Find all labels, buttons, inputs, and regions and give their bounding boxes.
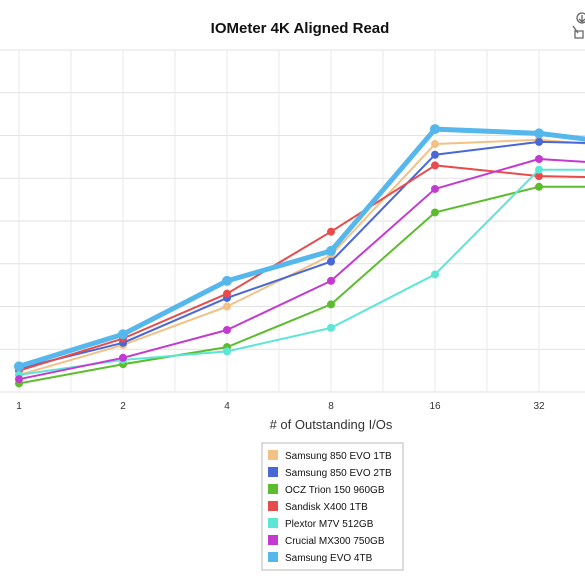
x-tick-label: 4 xyxy=(224,401,230,412)
series-samsung-evo-4tb xyxy=(14,124,585,372)
data-point[interactable] xyxy=(14,361,24,372)
data-point[interactable] xyxy=(15,375,23,384)
data-point[interactable] xyxy=(327,257,335,266)
x-tick-label: 2 xyxy=(120,401,126,412)
x-tick-label: 1 xyxy=(16,401,22,412)
data-point[interactable] xyxy=(535,137,543,146)
x-axis-ticks: 1 2 4 8 16 32 xyxy=(16,401,545,412)
legend-item[interactable]: Samsung EVO 4TB xyxy=(268,552,373,564)
data-point[interactable] xyxy=(431,270,439,279)
legend-swatch xyxy=(268,501,278,511)
legend-swatch xyxy=(268,552,278,562)
data-point[interactable] xyxy=(535,165,543,174)
legend-label: Plextor M7V 512GB xyxy=(285,519,374,530)
series-line xyxy=(16,126,585,369)
legend-label: Samsung EVO 4TB xyxy=(285,553,373,564)
data-point[interactable] xyxy=(431,184,439,193)
data-point[interactable] xyxy=(535,172,543,181)
legend-item[interactable]: Samsung 850 EVO 1TB xyxy=(268,450,392,462)
legend: Samsung 850 EVO 1TB Samsung 850 EVO 2TB OC… xyxy=(261,442,404,571)
legend-swatch xyxy=(268,518,278,528)
series-line xyxy=(18,185,585,385)
series-samsung-850-evo-2tb xyxy=(15,137,585,373)
data-point[interactable] xyxy=(535,155,543,164)
data-point[interactable] xyxy=(431,161,439,170)
chart-title: IOMeter 4K Aligned Read xyxy=(211,20,390,37)
x-tick-label: 16 xyxy=(429,401,441,412)
legend-swatch xyxy=(268,450,278,460)
legend-item[interactable]: Crucial MX300 750GB xyxy=(268,535,385,547)
plot-series xyxy=(14,124,585,388)
legend-label: Crucial MX300 750GB xyxy=(285,536,385,547)
data-point[interactable] xyxy=(222,275,232,286)
legend-item[interactable]: OCZ Trion 150 960GB xyxy=(268,484,385,496)
data-point[interactable] xyxy=(223,347,231,356)
x-tick-label: 32 xyxy=(533,401,545,412)
x-axis-label: # of Outstanding I/Os xyxy=(270,417,393,432)
data-point[interactable] xyxy=(118,329,128,340)
data-point[interactable] xyxy=(534,128,544,139)
data-point[interactable] xyxy=(327,323,335,332)
data-point[interactable] xyxy=(327,227,335,236)
data-point[interactable] xyxy=(327,276,335,285)
legend-item[interactable]: Sandisk X400 1TB xyxy=(268,501,368,513)
data-point[interactable] xyxy=(431,140,439,149)
series-ocz-trion-150-960gb xyxy=(15,182,585,388)
legend-swatch xyxy=(268,484,278,494)
legend-label: Samsung 850 EVO 2TB xyxy=(285,468,392,479)
legend-item[interactable]: Plextor M7V 512GB xyxy=(268,518,374,530)
data-point[interactable] xyxy=(431,150,439,159)
plot-grid xyxy=(0,49,585,393)
legend-box xyxy=(261,442,404,571)
data-point[interactable] xyxy=(326,245,336,256)
data-point[interactable] xyxy=(223,326,231,335)
data-point[interactable] xyxy=(535,182,543,191)
data-point[interactable] xyxy=(431,208,439,217)
legend-label: OCZ Trion 150 960GB xyxy=(285,485,385,496)
data-point[interactable] xyxy=(119,353,127,362)
series-crucial-mx300-750gb xyxy=(15,155,585,384)
legend-item[interactable]: Samsung 850 EVO 2TB xyxy=(268,467,392,479)
x-tick-label: 8 xyxy=(328,401,334,412)
legend-label: Sandisk X400 1TB xyxy=(285,502,368,513)
legend-label: Samsung 850 EVO 1TB xyxy=(285,451,392,462)
legend-swatch xyxy=(268,467,278,477)
legend-swatch xyxy=(268,535,278,545)
data-point[interactable] xyxy=(327,300,335,309)
data-point[interactable] xyxy=(223,289,231,298)
data-point[interactable] xyxy=(223,302,231,311)
download-icon[interactable] xyxy=(563,10,585,40)
data-point[interactable] xyxy=(430,124,440,135)
